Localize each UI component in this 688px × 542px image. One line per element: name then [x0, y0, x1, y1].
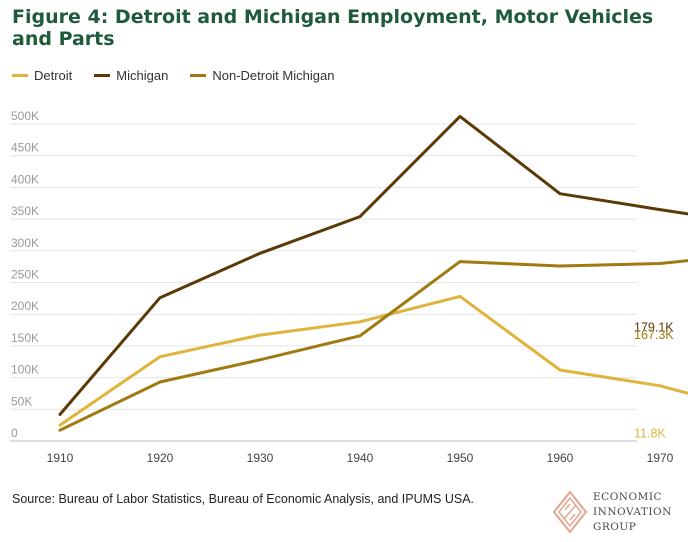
x-tick-label: 1940 [347, 451, 374, 465]
y-tick-label: 0 [11, 426, 18, 440]
y-tick-label: 150K [11, 331, 39, 345]
legend-item-detroit: Detroit [12, 68, 72, 83]
end-label-detroit: 11.8K [634, 427, 666, 441]
y-tick-label: 300K [11, 236, 39, 250]
eig-logo: ECONOMIC INNOVATION GROUP [553, 488, 683, 538]
y-tick-label: 200K [11, 299, 39, 313]
logo-line-innovation: INNOVATION [593, 506, 672, 518]
x-tick-label: 1970 [647, 451, 674, 465]
y-tick-label: 350K [11, 204, 39, 218]
y-tick-label: 250K [11, 268, 39, 282]
x-tick-label: 1960 [547, 451, 574, 465]
logo-line-group: GROUP [593, 521, 637, 533]
end-label-non-detroit-michigan: 167.3K [634, 328, 674, 342]
y-tick-label: 50K [11, 394, 32, 408]
line-chart: 0 50K 100K 150K 200K 250K 300K 350K 400K 450K 500K… [10, 109, 688, 465]
y-tick-label: 450K [11, 141, 39, 155]
x-tick-label: 1920 [147, 451, 174, 465]
legend-item-michigan: Michigan [94, 68, 168, 83]
legend-swatch-michigan [94, 74, 111, 77]
source-note: Source: Bureau of Labor Statistics, Bure… [12, 492, 475, 506]
series-line-non-detroit-michigan [58, 259, 688, 432]
logo-line-economic: ECONOMIC [593, 491, 663, 503]
chart-title: Figure 4: Detroit and Michigan Employmen… [12, 6, 654, 50]
series-line-michigan [58, 114, 688, 416]
legend-swatch-detroit [12, 74, 28, 77]
legend-label-michigan: Michigan [116, 68, 169, 83]
series-line-detroit [58, 294, 688, 427]
y-tick-label: 500K [11, 109, 39, 123]
legend: Detroit Michigan Non-Detroit Michigan [12, 68, 334, 83]
legend-label-non-detroit-michigan: Non-Detroit Michigan [212, 68, 335, 83]
x-tick-label: 1910 [47, 451, 74, 465]
eig-diamond-logo-icon [553, 490, 588, 534]
eig-logo-text: ECONOMIC INNOVATION GROUP [593, 490, 672, 535]
y-tick-label: 400K [11, 172, 39, 186]
y-tick-label: 100K [11, 363, 39, 377]
end-label-michigan: 179.1K [634, 320, 674, 334]
legend-swatch-non-detroit-michigan [190, 74, 207, 77]
x-tick-label: 1930 [247, 451, 274, 465]
legend-label-detroit: Detroit [34, 68, 73, 83]
legend-item-non-detroit-michigan: Non-Detroit Michigan [190, 68, 334, 83]
x-tick-label: 1950 [447, 451, 474, 465]
